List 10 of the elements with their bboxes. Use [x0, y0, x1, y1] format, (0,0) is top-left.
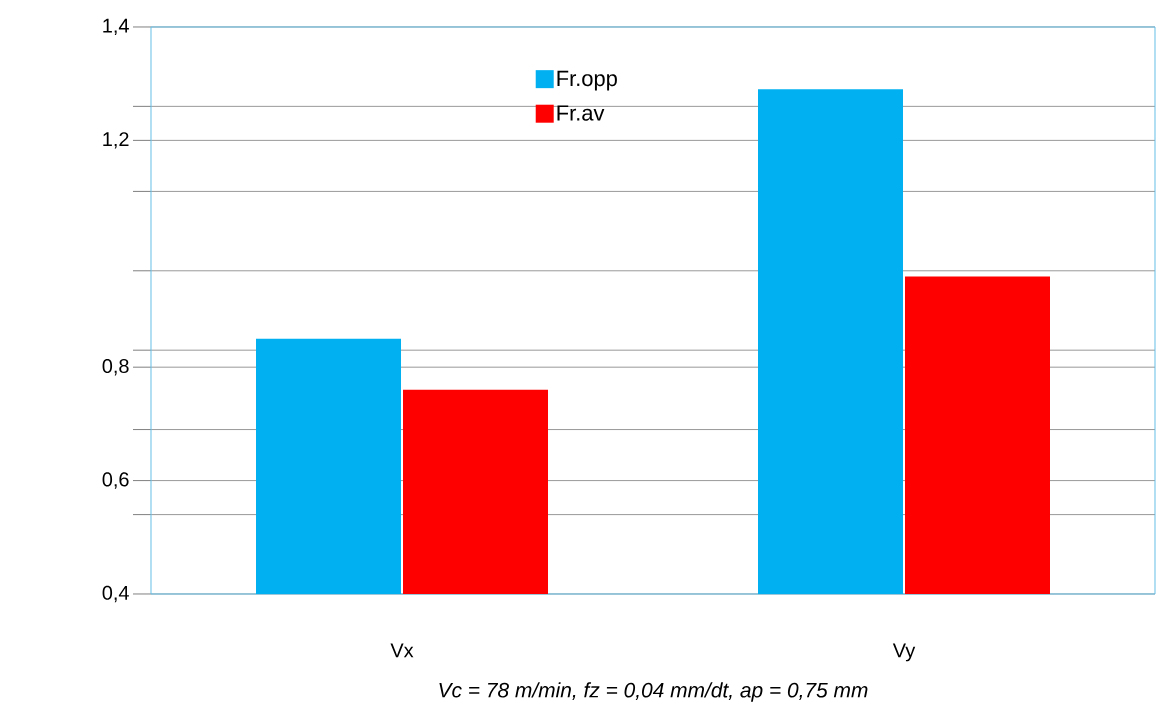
x-tick-label: Vy: [892, 643, 916, 662]
x-axis-title: Vc = 78 m/min, fz = 0,04 mm/dt, ap = 0,75 mm: [439, 682, 868, 702]
legend-label: Fr.opp: [557, 70, 617, 91]
y-tick-label: 0,8: [102, 358, 129, 376]
y-tick-label: 0,4: [102, 585, 129, 603]
legend-label: Fr.av: [557, 105, 605, 121]
x-tick-label: Vx: [390, 643, 414, 658]
y-tick-label: 1,4: [103, 18, 129, 36]
y-tick-label: 1,2: [103, 132, 129, 149]
y-tick-label: 0,6: [102, 472, 129, 489]
